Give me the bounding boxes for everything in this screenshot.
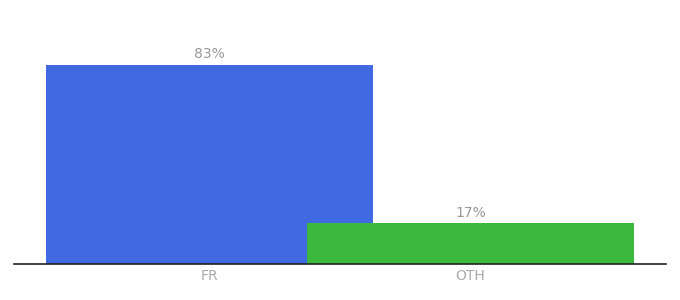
Text: 17%: 17% (455, 206, 486, 220)
Bar (46, 65, 373, 264)
Text: 83%: 83% (194, 47, 225, 61)
Bar (307, 223, 634, 264)
